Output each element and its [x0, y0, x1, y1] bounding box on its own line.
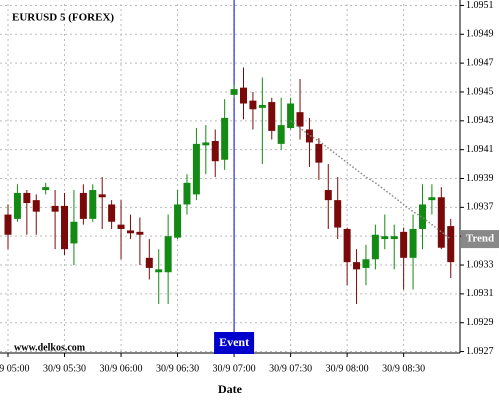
- candle-body: [32, 200, 40, 212]
- candle-body: [164, 236, 172, 273]
- candle-body: [98, 194, 106, 198]
- candle-body: [192, 143, 200, 195]
- chart-title: EURUSD 5 (FOREX): [12, 12, 114, 24]
- candle-body: [428, 197, 436, 201]
- candle-body: [277, 125, 285, 144]
- candle-body: [240, 87, 247, 104]
- candle-body: [390, 236, 398, 240]
- candle-body: [145, 257, 153, 268]
- y-tick-label: 1.0929: [466, 317, 494, 328]
- y-tick-label: 1.0943: [466, 115, 494, 126]
- x-tick-label: 30/9 05:00: [0, 363, 30, 374]
- candle-body: [79, 192, 87, 219]
- trend-label: Trend: [466, 233, 494, 245]
- candle-body: [202, 142, 210, 146]
- x-tick-label: 30/9 06:00: [100, 363, 143, 374]
- x-tick-label: 30/9 08:30: [382, 363, 425, 374]
- trend-label-box: [461, 230, 499, 249]
- candle-body: [287, 103, 295, 129]
- x-tick-label: 30/9 05:30: [43, 363, 86, 374]
- event-label-box: [214, 332, 255, 354]
- y-tick-label: 1.0927: [466, 346, 494, 357]
- event-label: Event: [219, 335, 249, 349]
- y-tick-label: 1.0933: [466, 259, 494, 270]
- candle-body: [305, 129, 313, 143]
- candle-body: [155, 269, 163, 273]
- candle-body: [409, 228, 417, 258]
- candle-body: [42, 187, 50, 191]
- candle-body: [324, 190, 332, 201]
- watermark: www.delkos.com: [14, 342, 86, 353]
- candle-body: [70, 221, 78, 244]
- candle-body: [418, 204, 426, 229]
- candle-body: [362, 259, 370, 268]
- x-tick-label: 30/9 06:30: [156, 363, 199, 374]
- candle-body: [211, 141, 219, 162]
- candle-body: [381, 236, 389, 240]
- trend-line: [290, 120, 452, 240]
- candle-body: [221, 117, 229, 160]
- candle-body: [23, 192, 31, 204]
- candle-body: [126, 230, 134, 234]
- candle-body: [334, 200, 342, 228]
- y-tick-label: 1.0951: [466, 0, 494, 11]
- candle-body: [61, 205, 69, 250]
- candle-body: [315, 143, 323, 163]
- candle-body: [13, 192, 21, 219]
- candle-body: [353, 262, 361, 270]
- candle-body: [89, 190, 97, 219]
- y-tick-label: 1.0937: [466, 202, 494, 213]
- y-tick-label: 1.0941: [466, 144, 494, 155]
- candle-body: [268, 102, 276, 131]
- x-tick-label: 30/9 07:30: [269, 363, 312, 374]
- candle-body: [296, 112, 304, 127]
- candle-body: [117, 224, 125, 229]
- candle-body: [4, 214, 12, 235]
- y-tick-label: 1.0945: [466, 86, 494, 97]
- candle-body: [371, 234, 379, 260]
- candle-body: [108, 204, 116, 222]
- y-tick-label: 1.0949: [466, 29, 494, 40]
- candle-body: [136, 231, 144, 235]
- candle-body: [230, 89, 238, 95]
- x-axis-label: Date: [218, 382, 243, 396]
- x-tick-label: 30/9 07:00: [213, 363, 256, 374]
- candle-body: [447, 226, 455, 263]
- candle-body: [437, 197, 445, 248]
- candle-body: [400, 231, 408, 258]
- y-tick-label: 1.0947: [466, 57, 494, 68]
- x-tick-label: 30/9 08:00: [326, 363, 369, 374]
- candle-body: [183, 182, 191, 205]
- y-tick-label: 1.0931: [466, 288, 494, 299]
- candle-body: [249, 100, 257, 110]
- candle-body: [51, 205, 59, 212]
- y-tick-label: 1.0939: [466, 173, 494, 184]
- candle-body: [258, 104, 266, 108]
- candle-body: [174, 204, 182, 238]
- candle-body: [343, 228, 351, 263]
